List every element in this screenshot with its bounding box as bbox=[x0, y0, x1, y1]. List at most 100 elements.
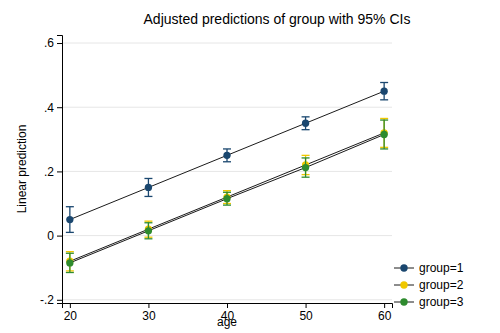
y-tick: .2 bbox=[44, 165, 62, 179]
x-tick-mark bbox=[70, 303, 71, 308]
y-tick: .6 bbox=[44, 36, 62, 50]
error-bar bbox=[223, 192, 231, 205]
error-bar bbox=[302, 158, 310, 177]
error-bar-cap bbox=[302, 177, 310, 178]
data-point bbox=[223, 195, 230, 202]
x-tick-mark bbox=[384, 303, 385, 308]
data-point bbox=[302, 120, 309, 127]
y-axis-title: Linear prediction bbox=[15, 125, 29, 214]
y-tick-label: .2 bbox=[44, 165, 54, 179]
y-tick-label: .4 bbox=[44, 101, 54, 115]
error-bar-cap bbox=[144, 221, 152, 222]
error-bar-cap bbox=[66, 232, 74, 233]
error-bar bbox=[223, 191, 231, 204]
error-bar bbox=[302, 117, 310, 130]
error-bar bbox=[144, 178, 152, 196]
error-bar bbox=[144, 223, 152, 239]
error-bar-cap bbox=[144, 178, 152, 179]
chart: 2030405060-.20.2.4.6Adjusted predictions… bbox=[0, 0, 500, 333]
error-bar-cap bbox=[223, 148, 231, 149]
error-bar-cap bbox=[66, 206, 74, 207]
grid-line bbox=[62, 299, 392, 300]
y-tick-mark bbox=[57, 236, 62, 237]
error-bar-cap bbox=[144, 196, 152, 197]
legend-label: group=1 bbox=[419, 261, 464, 275]
legend-item: group=1 bbox=[394, 261, 464, 275]
error-bar-cap bbox=[223, 192, 231, 193]
y-tick: .4 bbox=[44, 101, 62, 115]
x-tick: 30 bbox=[142, 303, 156, 323]
series bbox=[66, 83, 388, 233]
x-tick-mark bbox=[306, 303, 307, 308]
error-bar-cap bbox=[66, 253, 74, 254]
legend-item: group=3 bbox=[394, 295, 464, 309]
x-tick-mark bbox=[227, 303, 228, 308]
x-tick: 20 bbox=[64, 303, 78, 323]
error-bar-cap bbox=[66, 251, 74, 252]
x-tick-label: 60 bbox=[378, 309, 392, 323]
y-tick-label: 0 bbox=[47, 229, 54, 243]
error-bar-cap bbox=[223, 204, 231, 205]
legend-marker bbox=[400, 264, 407, 271]
error-bar-cap bbox=[66, 272, 74, 273]
x-tick-label: 50 bbox=[299, 309, 313, 323]
legend-label: group=3 bbox=[419, 295, 464, 309]
y-axis-line bbox=[57, 36, 63, 304]
legend-marker bbox=[400, 298, 407, 305]
error-bar-cap bbox=[223, 161, 231, 162]
error-bar-cap bbox=[223, 190, 231, 191]
plot-area bbox=[66, 83, 388, 273]
data-point bbox=[66, 216, 73, 223]
title: Adjusted predictions of group with 95% C… bbox=[144, 11, 411, 27]
series bbox=[66, 118, 388, 270]
legend-marker bbox=[400, 281, 407, 288]
data-point bbox=[223, 152, 230, 159]
y-tick: 0 bbox=[47, 229, 62, 243]
grid-line bbox=[62, 43, 392, 44]
error-bar-cap bbox=[380, 148, 388, 149]
data-point bbox=[380, 131, 387, 138]
error-bar bbox=[66, 253, 74, 272]
x-tick: 50 bbox=[299, 303, 313, 323]
x-tick-label: 30 bbox=[142, 309, 156, 323]
x-tick: 60 bbox=[378, 303, 392, 323]
y-tick-label: -.2 bbox=[40, 293, 54, 307]
error-bar-cap bbox=[380, 119, 388, 120]
data-point bbox=[380, 88, 387, 95]
series-line bbox=[70, 134, 384, 262]
data-point bbox=[145, 184, 152, 191]
grid-line bbox=[62, 107, 392, 108]
error-bar bbox=[223, 149, 231, 162]
error-bar-cap bbox=[302, 157, 310, 158]
grid-line bbox=[62, 171, 392, 172]
x-tick-mark bbox=[148, 303, 149, 308]
grid bbox=[62, 43, 392, 300]
y-tick-mark bbox=[57, 43, 62, 44]
error-bar bbox=[66, 207, 74, 233]
error-bar bbox=[380, 120, 388, 149]
data-point bbox=[145, 227, 152, 234]
error-bar-cap bbox=[380, 82, 388, 83]
y-axis: -.2 0 .2 .4 .6 bbox=[40, 36, 63, 308]
error-bar-cap bbox=[380, 99, 388, 100]
error-bar-cap bbox=[302, 129, 310, 130]
data-point bbox=[302, 164, 309, 171]
error-bar-cap bbox=[144, 238, 152, 239]
y-tick: -.2 bbox=[40, 293, 62, 307]
error-bar-cap bbox=[302, 116, 310, 117]
error-bar bbox=[380, 83, 388, 100]
series-line bbox=[70, 91, 384, 219]
x-axis-line bbox=[63, 304, 393, 309]
y-tick-mark bbox=[57, 107, 62, 108]
legend-item: group=2 bbox=[394, 278, 464, 292]
legend-label: group=2 bbox=[419, 278, 464, 292]
x-tick-label: 20 bbox=[64, 309, 78, 323]
y-tick-label: .6 bbox=[44, 36, 54, 50]
error-bar-cap bbox=[302, 155, 310, 156]
y-tick-mark bbox=[57, 171, 62, 172]
error-bar-cap bbox=[144, 222, 152, 223]
error-bar-cap bbox=[380, 118, 388, 119]
series bbox=[66, 120, 388, 272]
y-tick-mark bbox=[57, 300, 62, 301]
grid-line bbox=[62, 235, 392, 236]
